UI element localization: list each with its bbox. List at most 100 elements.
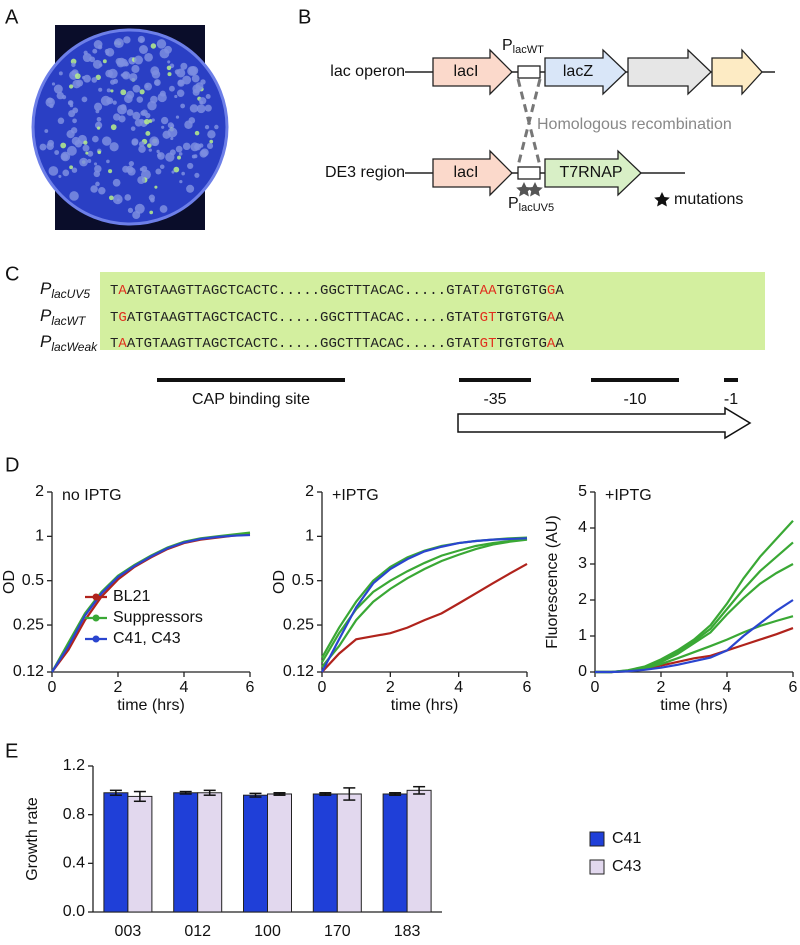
y-tick-label: 0.8 xyxy=(63,806,85,823)
colony xyxy=(85,151,89,155)
colony xyxy=(62,169,70,177)
colony xyxy=(110,89,114,93)
colony xyxy=(92,48,98,54)
x-tick-label: 6 xyxy=(789,679,798,696)
colony xyxy=(98,87,103,92)
colony xyxy=(150,66,160,76)
colony xyxy=(159,205,168,213)
series-line xyxy=(321,562,528,673)
bar xyxy=(103,792,129,913)
sequence-name-sub: lacWeak xyxy=(51,340,98,354)
panel-label: E xyxy=(5,740,18,762)
colony xyxy=(124,194,132,201)
colony xyxy=(145,84,149,89)
promoter-sub: lacUV5 xyxy=(519,202,554,214)
colony xyxy=(93,102,103,111)
promoter-main: P xyxy=(508,195,519,212)
colony xyxy=(160,116,169,125)
colony xyxy=(170,136,174,141)
colony xyxy=(112,194,123,205)
colony xyxy=(144,118,150,125)
sequence-name: PlacWeak xyxy=(40,332,98,354)
colony xyxy=(124,94,133,104)
gene-label: lacI xyxy=(454,164,479,181)
colony xyxy=(72,79,81,89)
colony xyxy=(93,40,103,49)
colony xyxy=(83,140,88,145)
annotation: +IPTG xyxy=(332,487,379,504)
annotation: +IPTG xyxy=(605,487,652,504)
sequence-segment: A xyxy=(118,336,127,352)
colony xyxy=(190,142,200,152)
colony xyxy=(179,180,183,184)
colony xyxy=(132,111,141,120)
row-label: DE3 region xyxy=(325,164,405,181)
recombination-line xyxy=(516,78,542,167)
sequence-segment: TGTGTG xyxy=(496,336,546,352)
x-tick-label: 170 xyxy=(324,923,351,940)
x-tick-label: 183 xyxy=(394,923,421,940)
colony xyxy=(112,178,121,187)
error-bar xyxy=(319,792,332,796)
bar xyxy=(173,792,199,913)
y-tick-label: 0.0 xyxy=(63,903,85,920)
y-axis-label: Fluorescence (AU) xyxy=(544,515,561,648)
colony xyxy=(187,66,197,76)
x-tick-label: 003 xyxy=(115,923,142,940)
series-line xyxy=(321,537,528,673)
colony xyxy=(159,164,165,170)
series-line xyxy=(595,563,794,674)
colony xyxy=(137,35,146,44)
colony xyxy=(98,187,106,195)
y-tick-label: 4 xyxy=(578,519,587,536)
gene-arrow xyxy=(627,48,712,96)
sequence-segment: A xyxy=(118,283,127,299)
y-axis-label: OD xyxy=(271,570,288,594)
legend-marker xyxy=(92,614,100,622)
series-line xyxy=(51,531,251,673)
colony xyxy=(72,107,79,114)
recombination-label: Homologous recombination xyxy=(537,116,732,133)
colony xyxy=(107,68,118,79)
y-tick-label: 3 xyxy=(578,555,587,572)
x-tick-label: 0 xyxy=(48,679,57,696)
colony xyxy=(58,174,62,178)
y-tick-label: 1 xyxy=(578,627,587,644)
row-label: lac operon xyxy=(330,63,405,80)
x-tick-label: 012 xyxy=(184,923,211,940)
panel-label: C xyxy=(5,263,19,285)
colony xyxy=(116,59,125,68)
x-tick-label: 4 xyxy=(454,679,463,696)
sequence-segment: T xyxy=(110,283,118,299)
series-line xyxy=(321,536,528,659)
colony xyxy=(205,93,211,99)
x-tick-label: 2 xyxy=(114,679,123,696)
gene-arrow xyxy=(544,48,627,96)
colony xyxy=(97,150,102,155)
y-tick-label: 1 xyxy=(305,528,314,545)
colony xyxy=(182,75,192,85)
series-line xyxy=(321,537,528,663)
colony xyxy=(100,95,111,106)
series-line xyxy=(595,520,794,674)
y-tick-label: 0 xyxy=(578,663,587,680)
gene-arrow xyxy=(432,149,513,197)
colony xyxy=(96,116,102,122)
x-tick-label: 4 xyxy=(180,679,189,696)
sequence: TAATGTAAGTTAGCTCACTC.....GGCTTTACAC.....… xyxy=(110,336,564,352)
colony xyxy=(113,113,121,121)
legend-label: BL21 xyxy=(113,588,150,605)
colony xyxy=(191,74,200,83)
error-bar xyxy=(343,787,356,801)
y-tick-label: 0.4 xyxy=(63,855,85,872)
promoter-label: PlacUV5 xyxy=(508,195,554,214)
colony xyxy=(167,127,178,138)
x-tick-label: 6 xyxy=(246,679,255,696)
colony xyxy=(120,89,127,96)
sequence-name: PlacUV5 xyxy=(40,279,90,301)
colony xyxy=(180,103,186,109)
legend-label: C41 xyxy=(612,830,641,847)
y-tick-label: 0.12 xyxy=(283,663,314,680)
sequence-segment: A xyxy=(555,336,564,352)
bar xyxy=(127,795,153,913)
